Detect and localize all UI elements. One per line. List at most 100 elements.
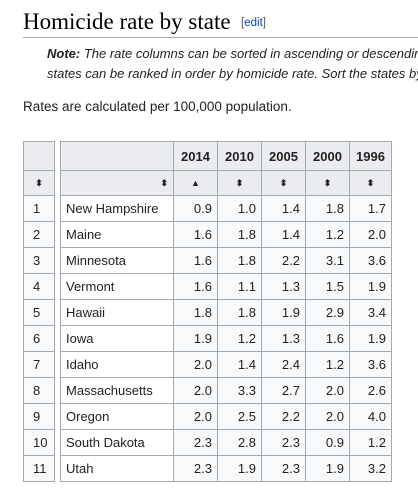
rate-cell: 2.8 [217,429,262,456]
year-sort-cell: ⬍ [261,170,306,196]
rate-cell: 1.6 [173,221,218,248]
sort-both-icon[interactable]: ⬍ [160,177,168,188]
rank-cell: 6 [23,325,55,352]
state-cell: Maine [60,221,174,248]
rate-cell: 1.6 [305,325,350,352]
note-label: Note: [47,46,81,61]
year-column-header: 1996 [349,141,392,171]
section-heading: Homicide rate by state [edit] [23,6,418,38]
rank-cell: 4 [23,273,55,300]
rank-cell: 9 [23,403,55,430]
table-header-row: 2014 2010 2005 2000 1996 [23,141,392,171]
rate-cell: 2.2 [261,247,306,274]
state-cell: Massachusetts [60,377,174,404]
rank-cell: 2 [23,221,55,248]
rate-cell: 1.9 [217,455,262,482]
note-line-2: states can be ranked in order by homicid… [47,66,418,81]
table-row: 4 Vermont 1.6 1.1 1.3 1.5 1.9 [23,273,392,300]
rate-cell: 1.5 [305,273,350,300]
state-cell: Vermont [60,273,174,300]
rate-cell: 1.3 [261,273,306,300]
table-row: 1 New Hampshire 0.9 1.0 1.4 1.8 1.7 [23,195,392,222]
rate-cell: 2.0 [305,377,350,404]
sort-both-icon[interactable]: ⬍ [235,177,244,188]
rate-cell: 1.3 [261,325,306,352]
table-row: 8 Massachusetts 2.0 3.3 2.7 2.0 2.6 [23,377,392,404]
rate-cell: 1.2 [305,221,350,248]
state-cell: Idaho [60,351,174,378]
state-column-header [60,141,174,171]
rate-cell: 1.4 [217,351,262,378]
sort-both-icon[interactable]: ⬍ [35,177,43,188]
rate-cell: 2.7 [261,377,306,404]
rank-cell: 1 [23,195,55,222]
year-sort-cell: ▲ [173,170,218,196]
rank-cell: 5 [23,299,55,326]
table-row: 2 Maine 1.6 1.8 1.4 1.2 2.0 [23,221,392,248]
sort-controls-row: ⬍ ⬍ ▲ ⬍ ⬍ ⬍ ⬍ [23,170,392,196]
state-cell: Hawaii [60,299,174,326]
rate-cell: 1.8 [305,195,350,222]
year-sort-cell: ⬍ [305,170,350,196]
rate-cell: 1.8 [217,299,262,326]
rate-cell: 2.6 [349,377,392,404]
sort-ascending-icon[interactable]: ▲ [191,178,200,188]
rate-cell: 2.0 [173,351,218,378]
rate-cell: 2.2 [261,403,306,430]
rate-cell: 1.1 [217,273,262,300]
rate-cell: 1.4 [261,195,306,222]
note-text-1: The rate columns can be sorted in ascend… [83,46,418,61]
rate-cell: 0.9 [305,429,350,456]
year-sort-cell: ⬍ [217,170,262,196]
rate-cell: 1.9 [349,273,392,300]
hatnote: Note: The rate columns can be sorted in … [47,44,418,84]
rate-cell: 1.9 [349,325,392,352]
rate-cell: 1.8 [217,221,262,248]
rate-cell: 0.9 [173,195,218,222]
rate-cell: 2.0 [173,403,218,430]
year-column-header: 2000 [305,141,350,171]
rate-cell: 4.0 [349,403,392,430]
table-row: 3 Minnesota 1.6 1.8 2.2 3.1 3.6 [23,247,392,274]
edit-bracket-close: ] [262,17,266,29]
state-sort-cell: ⬍ [60,170,174,196]
table-row: 6 Iowa 1.9 1.2 1.3 1.6 1.9 [23,325,392,352]
table-row: 5 Hawaii 1.8 1.8 1.9 2.9 3.4 [23,299,392,326]
state-cell: New Hampshire [60,195,174,222]
rate-cell: 2.0 [173,377,218,404]
rate-cell: 1.2 [217,325,262,352]
rate-cell: 3.2 [349,455,392,482]
state-cell: Iowa [60,325,174,352]
rank-column-header [23,141,55,171]
state-cell: Utah [60,455,174,482]
rate-cell: 2.5 [217,403,262,430]
rate-cell: 1.2 [305,351,350,378]
rate-cell: 2.9 [305,299,350,326]
sort-both-icon[interactable]: ⬍ [366,177,375,188]
rate-cell: 1.6 [173,273,218,300]
table-row: 7 Idaho 2.0 1.4 2.4 1.2 3.6 [23,351,392,378]
rates-description: Rates are calculated per 100,000 populat… [23,99,292,114]
rate-cell: 1.8 [217,247,262,274]
year-sort-cell: ⬍ [349,170,392,196]
edit-section: [edit] [241,17,266,29]
rank-cell: 11 [23,455,55,482]
state-cell: Minnesota [60,247,174,274]
rank-cell: 10 [23,429,55,456]
rate-cell: 2.4 [261,351,306,378]
rate-cell: 2.0 [349,221,392,248]
sort-both-icon[interactable]: ⬍ [279,177,288,188]
rate-cell: 1.7 [349,195,392,222]
edit-link[interactable]: edit [244,17,263,29]
table-row: 9 Oregon 2.0 2.5 2.2 2.0 4.0 [23,403,392,430]
year-column-header: 2014 [173,141,218,171]
rate-cell: 1.9 [173,325,218,352]
year-column-header: 2005 [261,141,306,171]
rank-cell: 7 [23,351,55,378]
sort-both-icon[interactable]: ⬍ [323,177,332,188]
rate-cell: 1.4 [261,221,306,248]
rate-cell: 1.9 [261,299,306,326]
table-row: 11 Utah 2.3 1.9 2.3 1.9 3.2 [23,455,392,482]
rate-cell: 1.0 [217,195,262,222]
rate-cell: 2.0 [305,403,350,430]
